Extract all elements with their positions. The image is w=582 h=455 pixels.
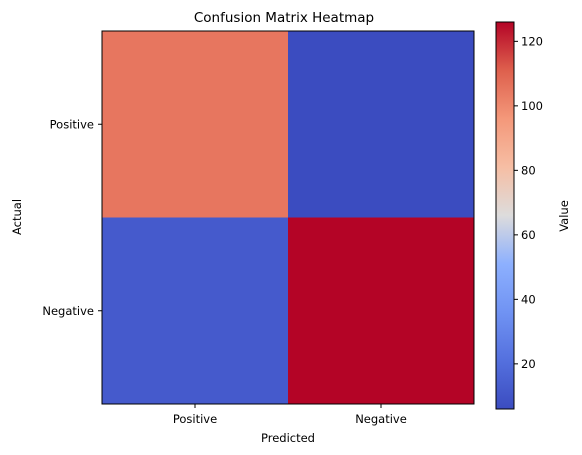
colorbar-tick-label: 100: [521, 99, 543, 113]
colorbar-label: Value: [557, 200, 571, 232]
y-tick-label: Negative: [42, 304, 94, 318]
colorbar-tick-label: 20: [521, 357, 536, 371]
heatmap-cells: [102, 31, 475, 405]
colorbar-tick-label: 60: [521, 228, 536, 242]
colorbar-tick-label: 40: [521, 292, 536, 306]
plot-frame: [101, 30, 475, 405]
colorbar-tick-label: 120: [521, 34, 543, 48]
colorbar: [495, 21, 515, 410]
colorbar-ticks: 20 40 60 80 100 120: [514, 34, 543, 371]
heatmap-cell: [288, 217, 475, 405]
heatmap-cell: [288, 31, 475, 218]
y-tick-label: Positive: [50, 117, 94, 131]
x-axis-label: Predicted: [261, 431, 315, 445]
y-axis-label: Actual: [10, 199, 24, 235]
y-axis-ticks: Positive Negative: [42, 117, 102, 318]
heatmap-cell: [102, 31, 289, 218]
x-axis-ticks: Positive Negative: [173, 404, 407, 426]
x-tick-label: Positive: [173, 412, 217, 426]
chart-title: Confusion Matrix Heatmap: [194, 10, 374, 26]
colorbar-tick-label: 80: [521, 163, 536, 177]
heatmap-cell: [102, 217, 289, 405]
x-tick-label: Negative: [355, 412, 407, 426]
